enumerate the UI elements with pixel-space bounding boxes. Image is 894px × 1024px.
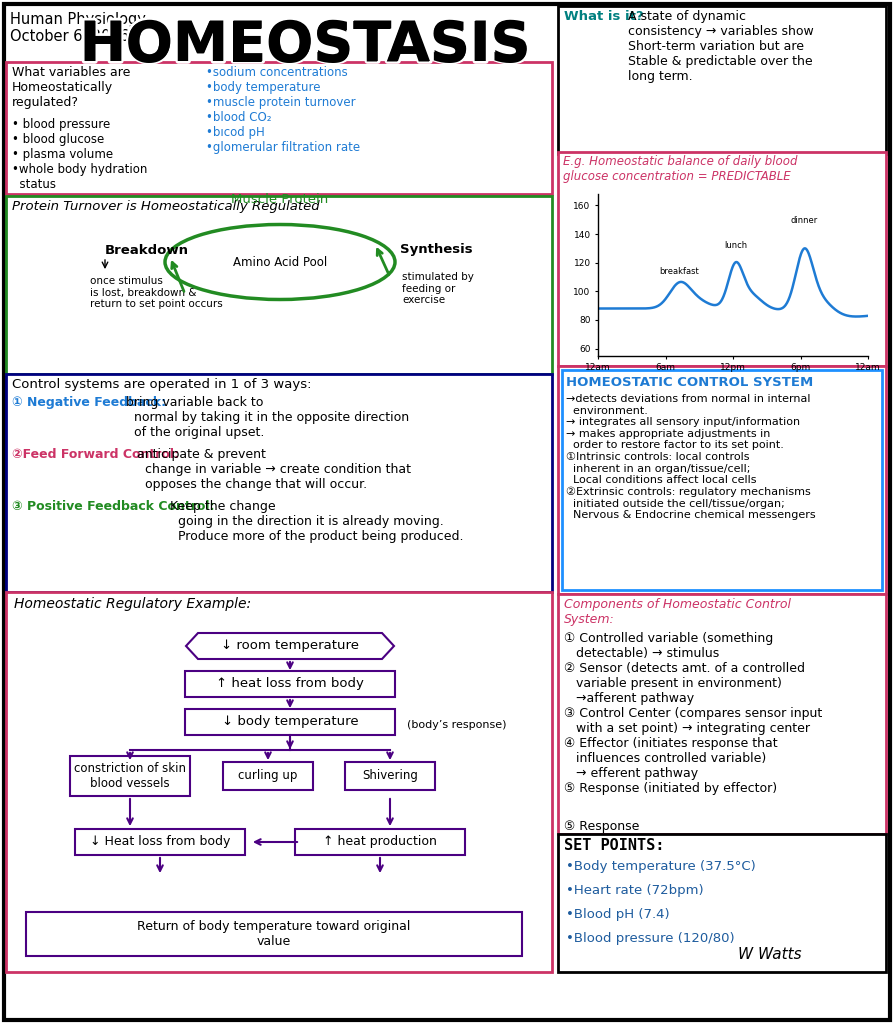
Text: anticipate & prevent
   change in variable → create condition that
   opposes th: anticipate & prevent change in variable … — [133, 449, 411, 490]
FancyBboxPatch shape — [185, 671, 395, 697]
Text: • blood pressure
• blood glucose
• plasma volume
•whole body hydration
  status: • blood pressure • blood glucose • plasm… — [12, 118, 148, 191]
Text: Breakdown: Breakdown — [105, 244, 189, 256]
Text: Components of Homeostatic Control
System:: Components of Homeostatic Control System… — [564, 598, 791, 626]
FancyBboxPatch shape — [6, 374, 552, 592]
Text: curling up: curling up — [239, 769, 298, 782]
Text: ↑ heat production: ↑ heat production — [323, 836, 437, 849]
FancyBboxPatch shape — [345, 762, 435, 790]
Text: Human Physiology
October 6, 2016: Human Physiology October 6, 2016 — [10, 12, 146, 44]
Text: SET POINTS:: SET POINTS: — [564, 838, 664, 853]
Text: ↓ room temperature: ↓ room temperature — [221, 640, 359, 652]
FancyBboxPatch shape — [558, 366, 886, 594]
Text: Protein Turnover is Homeostatically Regulated: Protein Turnover is Homeostatically Regu… — [12, 200, 320, 213]
Text: ① Controlled variable (something
   detectable) → stimulus
② Sensor (detects amt: ① Controlled variable (something detecta… — [564, 632, 822, 795]
Text: What is it?: What is it? — [564, 10, 648, 23]
FancyBboxPatch shape — [75, 829, 245, 855]
FancyBboxPatch shape — [4, 4, 890, 1020]
Text: ① Negative Feedback:: ① Negative Feedback: — [12, 396, 166, 409]
FancyBboxPatch shape — [558, 6, 886, 154]
Text: Amino Acid Pool: Amino Acid Pool — [232, 256, 327, 268]
Text: Homeostatic Regulatory Example:: Homeostatic Regulatory Example: — [14, 597, 251, 611]
Text: •Blood pressure (120/80): •Blood pressure (120/80) — [566, 932, 735, 945]
FancyBboxPatch shape — [558, 834, 886, 972]
Text: What variables are
Homeostatically
regulated?: What variables are Homeostatically regul… — [12, 66, 131, 109]
FancyBboxPatch shape — [26, 912, 522, 956]
Text: once stimulus
is lost, breakdown &
return to set point occurs: once stimulus is lost, breakdown & retur… — [90, 276, 223, 309]
Text: A state of dynamic
consistency → variables show
Short-term variation but are
Sta: A state of dynamic consistency → variabl… — [628, 10, 814, 83]
FancyBboxPatch shape — [558, 152, 886, 366]
Text: Muscle Protein: Muscle Protein — [232, 193, 329, 206]
FancyBboxPatch shape — [558, 594, 886, 834]
FancyBboxPatch shape — [70, 756, 190, 796]
FancyBboxPatch shape — [6, 592, 552, 972]
Text: HOMEOSTASIS: HOMEOSTASIS — [80, 19, 530, 73]
Text: Keep the change
   going in the direction it is already moving.
   Produce more : Keep the change going in the direction i… — [166, 500, 463, 543]
FancyBboxPatch shape — [185, 709, 395, 735]
Text: •Heart rate (72bpm): •Heart rate (72bpm) — [566, 884, 704, 897]
Text: lunch: lunch — [724, 242, 747, 251]
Text: Synthesis: Synthesis — [400, 244, 473, 256]
Text: W Watts: W Watts — [738, 947, 802, 962]
Polygon shape — [186, 633, 394, 659]
FancyBboxPatch shape — [562, 370, 882, 590]
Text: constriction of skin
blood vessels: constriction of skin blood vessels — [74, 762, 186, 790]
Text: ↓ Heat loss from body: ↓ Heat loss from body — [89, 836, 230, 849]
Text: bring variable back to
   normal by taking it in the opposite direction
   of th: bring variable back to normal by taking … — [122, 396, 409, 439]
Text: HOMEOSTATIC CONTROL SYSTEM: HOMEOSTATIC CONTROL SYSTEM — [566, 376, 814, 389]
Text: HOMEOSTASIS: HOMEOSTASIS — [80, 19, 530, 73]
Text: ⑤ Response: ⑤ Response — [564, 820, 639, 833]
FancyBboxPatch shape — [223, 762, 313, 790]
Text: •Blood pH (7.4): •Blood pH (7.4) — [566, 908, 670, 921]
Text: ②Feed Forward Control:: ②Feed Forward Control: — [12, 449, 179, 461]
Text: •Body temperature (37.5°C): •Body temperature (37.5°C) — [566, 860, 755, 873]
Text: •sodium concentrations
•body temperature
•muscle protein turnover
•blood CO₂
•bı: •sodium concentrations •body temperature… — [206, 66, 360, 154]
FancyBboxPatch shape — [6, 62, 552, 194]
FancyBboxPatch shape — [6, 196, 552, 374]
Text: →detects deviations from normal in internal
  environment.
→ integrates all sens: →detects deviations from normal in inter… — [566, 394, 815, 520]
Text: breakfast: breakfast — [659, 267, 699, 276]
FancyBboxPatch shape — [295, 829, 465, 855]
Text: ③ Positive Feedback Control:: ③ Positive Feedback Control: — [12, 500, 215, 513]
Text: (body’s response): (body’s response) — [407, 720, 507, 730]
Text: ↑ heat loss from body: ↑ heat loss from body — [216, 678, 364, 690]
Text: stimulated by
feeding or
exercise: stimulated by feeding or exercise — [402, 272, 474, 305]
Text: Return of body temperature toward original
value: Return of body temperature toward origin… — [138, 920, 410, 948]
Text: Shivering: Shivering — [362, 769, 417, 782]
Text: E.g. Homeostatic balance of daily blood
glucose concentration = PREDICTABLE: E.g. Homeostatic balance of daily blood … — [563, 155, 797, 183]
Text: dinner: dinner — [790, 216, 818, 224]
Text: ↓ body temperature: ↓ body temperature — [222, 716, 358, 728]
Text: Control systems are operated in 1 of 3 ways:: Control systems are operated in 1 of 3 w… — [12, 378, 311, 391]
